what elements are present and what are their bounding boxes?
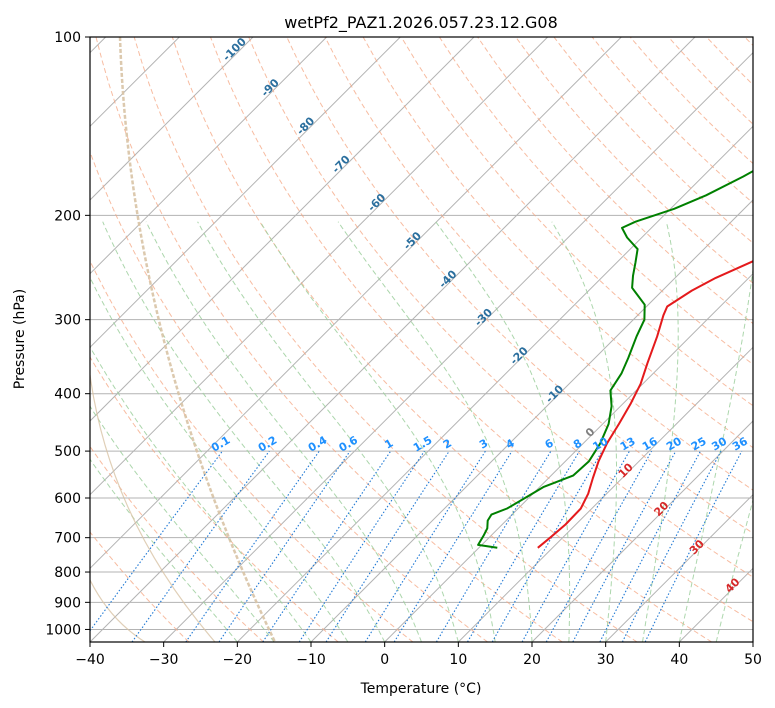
dry-adiabat-line bbox=[133, 37, 638, 642]
moist-adiabat-lines bbox=[90, 221, 753, 642]
y-tick-label: 200 bbox=[54, 208, 81, 224]
isotherm-line bbox=[605, 493, 753, 642]
dewpoint-profile-line bbox=[477, 169, 753, 549]
y-axis-ticks: 100 200 300 400 500 600 700 800 900 1000 bbox=[45, 30, 90, 638]
isotherm-line bbox=[90, 37, 328, 275]
mixing-ratio-line bbox=[364, 450, 486, 642]
moist-adiabat-line bbox=[715, 498, 753, 642]
mixing-ratio-line bbox=[621, 450, 722, 642]
x-tick-label: −20 bbox=[223, 652, 253, 668]
isotherm-line bbox=[384, 272, 753, 642]
chart-title: wetPf2_PAZ1.2026.057.23.12.G08 bbox=[284, 13, 558, 33]
mixing-ratio-line bbox=[572, 450, 677, 642]
x-tick-label: −40 bbox=[75, 652, 105, 668]
dry-adiabat-line bbox=[324, 37, 753, 491]
dry-adiabat-line bbox=[90, 531, 190, 642]
dry-adiabat-line bbox=[438, 37, 753, 366]
moist-adiabat-line bbox=[90, 276, 349, 642]
dry-adiabat-line bbox=[248, 37, 753, 578]
isotherm-line bbox=[90, 37, 475, 422]
temperature-profile-line bbox=[537, 260, 753, 549]
mixing-ratio-line bbox=[131, 450, 270, 642]
mixing-ratio-line bbox=[185, 450, 320, 642]
x-tick-label: 10 bbox=[449, 652, 467, 668]
moist-adiabat-line bbox=[90, 458, 238, 642]
moist-adiabat-line bbox=[90, 345, 312, 642]
moist-adiabat-line bbox=[678, 265, 753, 642]
isotherm-line bbox=[90, 37, 254, 201]
mixing-ratio-line bbox=[521, 450, 630, 642]
y-tick-label: 900 bbox=[54, 595, 81, 611]
mixing-ratio-line bbox=[435, 450, 552, 642]
x-tick-label: 20 bbox=[523, 652, 541, 668]
y-tick-label: 1000 bbox=[45, 622, 81, 638]
x-tick-label: −10 bbox=[296, 652, 326, 668]
moist-adiabat-line bbox=[90, 405, 275, 642]
plot-frame bbox=[89, 36, 754, 643]
moist-adiabat-line bbox=[102, 221, 386, 642]
background-arc bbox=[90, 374, 216, 642]
dry-adiabat-line bbox=[210, 37, 753, 623]
background-arc-lines bbox=[90, 37, 277, 642]
y-tick-label: 800 bbox=[54, 565, 81, 581]
mixing-ratio-line bbox=[393, 450, 513, 642]
isotherm-line bbox=[236, 125, 753, 642]
isotherm-line bbox=[531, 420, 753, 642]
moist-adiabat-line bbox=[337, 221, 533, 642]
moist-adiabat-line bbox=[145, 221, 422, 642]
isotherm-line bbox=[90, 37, 622, 570]
mixing-ratio-line bbox=[262, 450, 392, 642]
isotherm-line bbox=[457, 346, 753, 642]
moist-adiabat-line bbox=[551, 221, 617, 642]
x-tick-label: 50 bbox=[744, 652, 762, 668]
dry-adiabat-line bbox=[400, 37, 753, 407]
x-axis-title: Temperature (°C) bbox=[360, 681, 482, 697]
mixing-ratio-lines bbox=[90, 450, 743, 642]
background-arc bbox=[90, 579, 146, 642]
isotherm-line bbox=[163, 51, 753, 642]
mixing-ratio-line bbox=[325, 450, 450, 642]
background-arc bbox=[118, 37, 277, 642]
mixing-ratio-line bbox=[599, 450, 701, 642]
mixing-ratio-line bbox=[90, 450, 223, 632]
mixing-ratio-line bbox=[644, 450, 743, 642]
moist-adiabat-line bbox=[197, 221, 459, 642]
y-tick-label: 300 bbox=[54, 313, 81, 329]
dry-adiabat-lines bbox=[90, 37, 753, 642]
x-tick-label: 0 bbox=[380, 652, 389, 668]
mixing-ratio-line bbox=[218, 450, 351, 642]
x-tick-label: −30 bbox=[149, 652, 179, 668]
dry-adiabat-line bbox=[95, 37, 563, 642]
y-tick-label: 500 bbox=[54, 444, 81, 460]
x-tick-label: 40 bbox=[670, 652, 688, 668]
isotherm-line bbox=[90, 37, 401, 349]
moist-adiabat-line bbox=[435, 221, 571, 642]
mixing-ratio-line bbox=[545, 450, 653, 642]
y-axis-title: Pressure (hPa) bbox=[12, 289, 28, 389]
mixing-ratio-line bbox=[298, 450, 425, 642]
dry-adiabat-line bbox=[515, 37, 753, 284]
x-tick-label: 30 bbox=[597, 652, 615, 668]
y-tick-label: 600 bbox=[54, 491, 81, 507]
dry-adiabat-line bbox=[90, 259, 414, 642]
profile-series bbox=[477, 169, 753, 549]
moist-adiabat-line bbox=[642, 221, 679, 642]
dry-adiabat-line bbox=[90, 356, 339, 642]
moist-adiabat-line bbox=[259, 221, 496, 642]
x-axis-ticks: −40 −30 −20 −10 0 10 20 30 40 50 bbox=[75, 642, 762, 668]
y-tick-label: 700 bbox=[54, 531, 81, 547]
isotherm-line bbox=[90, 37, 549, 496]
y-tick-label: 400 bbox=[54, 387, 81, 403]
y-tick-label: 100 bbox=[54, 30, 81, 46]
dry-adiabat-line bbox=[171, 37, 712, 642]
